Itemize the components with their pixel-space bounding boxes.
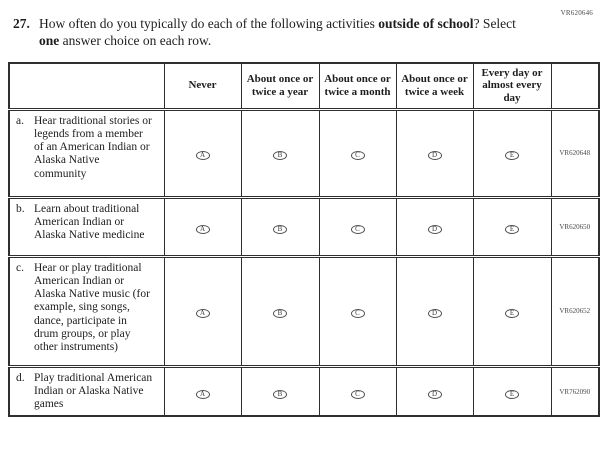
answer-oval-month[interactable]: C <box>350 389 365 399</box>
column-header-month: About once or twice a month <box>318 62 396 111</box>
item-label-text: Hear traditional stories or legends from… <box>34 114 152 180</box>
header-row: Never About once or twice a year About o… <box>9 62 599 111</box>
question-text-bold2: one <box>39 32 60 48</box>
column-header-year: About once or twice a year <box>240 62 319 111</box>
table-row: c. Hear or play traditional American Ind… <box>9 256 599 368</box>
column-header-everyday: Every day or almost every day <box>472 62 551 111</box>
answer-oval-everyday[interactable]: E <box>505 389 519 399</box>
row-label-c: c. Hear or play traditional American Ind… <box>9 256 164 368</box>
item-letter: a. <box>16 114 24 127</box>
answer-oval-year[interactable]: B <box>273 389 287 399</box>
row-label-a: a. Hear traditional stories or legends f… <box>9 109 164 199</box>
item-label-text: Learn about traditional American Indian … <box>34 202 145 242</box>
item-letter: c. <box>16 261 24 274</box>
answer-oval-everyday[interactable]: E <box>505 309 519 319</box>
answer-oval-everyday[interactable]: E <box>505 151 519 161</box>
answer-oval-week[interactable]: D <box>427 224 442 234</box>
column-header-never: Never <box>163 62 241 111</box>
answer-oval-week[interactable]: D <box>427 151 442 161</box>
row-code: VR620652 <box>550 256 599 368</box>
answer-oval-year[interactable]: B <box>273 224 287 234</box>
item-letter: d. <box>16 371 25 384</box>
table-row: a. Hear traditional stories or legends f… <box>9 109 599 199</box>
question-text-bold1: outside of school <box>378 16 474 31</box>
answer-oval-week[interactable]: D <box>427 389 442 399</box>
table-row: b. Learn about traditional American Indi… <box>9 197 599 258</box>
question-text-part2: ? Select <box>473 16 516 31</box>
row-code: VR620650 <box>550 197 599 258</box>
table-row: d. Play traditional American Indian or A… <box>9 366 599 417</box>
answer-oval-never[interactable]: A <box>195 151 210 161</box>
answer-oval-never[interactable]: A <box>195 309 210 319</box>
question-text-part3: answer choice on each row. <box>59 32 212 48</box>
item-label-text: Play traditional American Indian or Alas… <box>34 371 153 411</box>
column-header-blank <box>9 62 164 111</box>
question-text: How often do you typically do each of th… <box>39 16 536 50</box>
answer-oval-month[interactable]: C <box>350 151 365 161</box>
item-letter: b. <box>16 202 25 215</box>
answer-oval-month[interactable]: C <box>350 309 365 319</box>
answer-oval-week[interactable]: D <box>427 309 442 319</box>
answer-oval-never[interactable]: A <box>195 224 210 234</box>
answer-oval-everyday[interactable]: E <box>505 224 519 234</box>
row-code: VR620648 <box>550 109 599 199</box>
page-accession-code: VR620646 <box>560 9 593 17</box>
row-label-d: d. Play traditional American Indian or A… <box>9 366 164 416</box>
item-label-text: Hear or play traditional American Indian… <box>34 261 150 354</box>
column-header-code-blank <box>550 62 599 111</box>
answer-oval-year[interactable]: B <box>273 309 287 319</box>
question-text-part1: How often do you typically do each of th… <box>39 16 379 31</box>
answer-oval-never[interactable]: A <box>195 389 210 399</box>
question-block: 27. How often do you typically do each o… <box>0 0 553 50</box>
answer-oval-month[interactable]: C <box>350 224 365 234</box>
column-header-week: About once or twice a week <box>395 62 473 111</box>
row-code: VR762090 <box>550 366 599 417</box>
row-label-b: b. Learn about traditional American Indi… <box>9 197 164 258</box>
question-number: 27. <box>13 16 30 31</box>
frequency-matrix-table: Never About once or twice a year About o… <box>8 61 600 418</box>
answer-oval-year[interactable]: B <box>273 151 287 161</box>
